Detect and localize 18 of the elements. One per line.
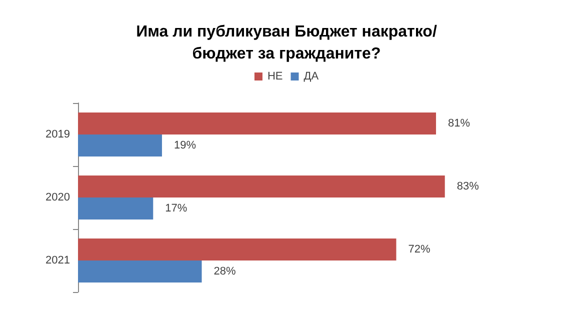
y-tick-label: 2021: [46, 254, 70, 266]
data-label: 19%: [174, 140, 196, 152]
legend-label: ДА: [304, 70, 320, 82]
legend-label: НЕ: [267, 70, 283, 82]
bar: [78, 198, 154, 220]
bar: [78, 134, 162, 157]
y-tick-label: 2020: [46, 192, 70, 204]
data-label: 72%: [408, 243, 430, 256]
data-label: 17%: [165, 202, 188, 215]
bar: [78, 260, 202, 283]
bar: [78, 112, 436, 134]
bar: [78, 238, 396, 260]
y-tick-label: 2019: [46, 128, 70, 140]
bar: [78, 175, 445, 198]
data-label: 28%: [214, 266, 236, 278]
chart-title: Има ли публикуван Бюджет накратко/бюджет за гражданите?: [136, 24, 438, 62]
data-label: 81%: [448, 117, 470, 130]
data-label: 83%: [456, 180, 480, 192]
